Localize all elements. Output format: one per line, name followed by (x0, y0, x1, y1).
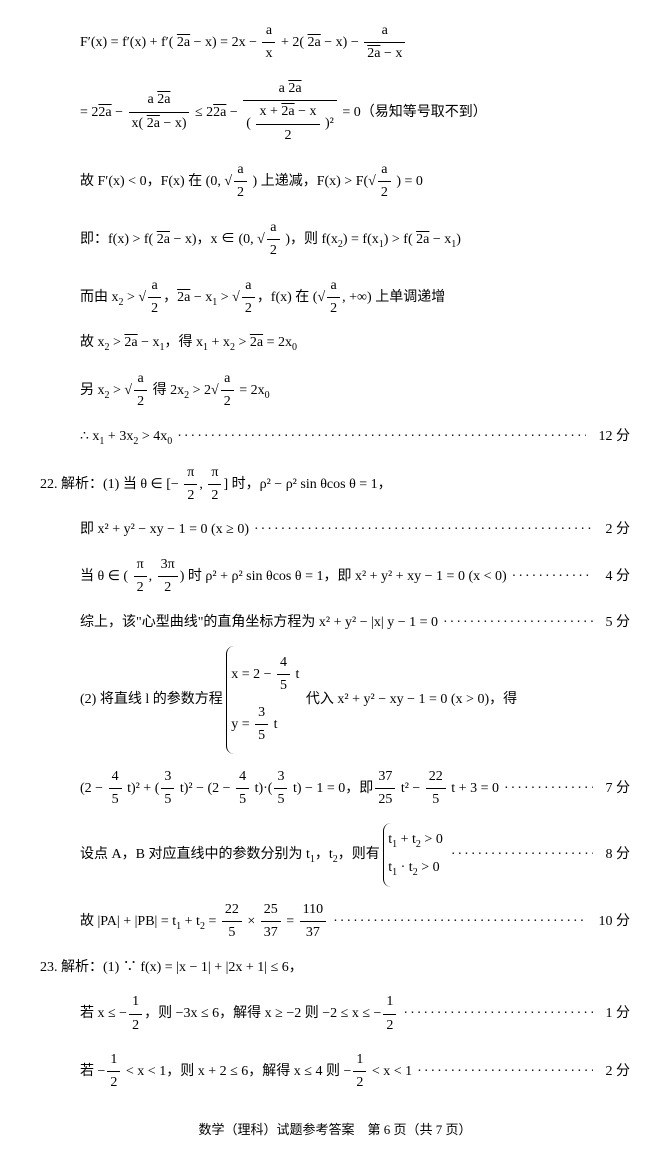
score-10: 10 分 (599, 911, 631, 933)
text: 故 x2 > 2a − x1，得 x1 + x2 > 2a = 2x0 (80, 335, 297, 350)
text: 若 x ≤ −12，则 −3x ≤ 6，解得 x ≥ −2 则 −2 ≤ x ≤… (80, 991, 398, 1037)
eq-line-16: 若 x ≤ −12，则 −3x ≤ 6，解得 x ≥ −2 则 −2 ≤ x ≤… (40, 991, 630, 1037)
eq-line-14: 设点 A，B 对应直线中的参数分别为 t1，t2，则有 t1 + t2 > 0 … (40, 823, 630, 887)
question-23-header: 23. 解析：(1) ∵ f(x) = |x − 1| + |2x + 1| ≤… (40, 957, 630, 979)
brace-row-1: t1 + t2 > 0 (388, 827, 443, 855)
eq-line-3: 故 F′(x) < 0，F(x) 在 (0, √a2 ) 上递减，F(x) > … (40, 159, 630, 205)
score-5: 5 分 (606, 612, 631, 634)
eq-line-7: 另 x2 > √a2 得 2x2 > 2√a2 = 2x0 (40, 368, 630, 414)
eq-line-11: 综上，该"心型曲线"的直角坐标方程为 x² + y² − |x| y − 1 =… (40, 612, 630, 634)
text: 另 x2 > √a2 得 2x2 > 2√a2 = 2x0 (80, 383, 270, 398)
text-c: 代入 x² + y² − xy − 1 = 0 (x > 0)，得 (306, 692, 517, 707)
dots: ········································… (417, 1061, 592, 1083)
text: ∴ x1 + 3x2 > 4x0 (80, 426, 172, 450)
dots: ········································… (403, 1003, 592, 1025)
eq-line-6: 故 x2 > 2a − x1，得 x1 + x2 > 2a = 2x0 (40, 332, 630, 356)
text: 综上，该"心型曲线"的直角坐标方程为 x² + y² − |x| y − 1 =… (80, 612, 438, 634)
eq-line-9: 即 x² + y² − xy − 1 = 0 (x ≥ 0) ·········… (40, 519, 630, 541)
text: 23. 解析：(1) ∵ f(x) = |x − 1| + |2x + 1| ≤… (40, 960, 303, 975)
score-4: 4 分 (606, 566, 631, 588)
dots: ········································… (451, 844, 593, 866)
eq-line-12: (2) 将直线 l 的参数方程 x = 2 − 45 t y = 35 t 代入… (40, 646, 630, 754)
text: 故 F′(x) < 0，F(x) 在 (0, √a2 ) 上递减，F(x) > … (80, 174, 423, 189)
eq-line-1: F′(x) = f′(x) + f′( 2a − x) = 2x − ax + … (40, 20, 630, 66)
question-22-header: 22. 解析：(1) 当 θ ∈ [− π2, π2] 时，ρ² − ρ² si… (40, 462, 630, 508)
text: 故 |PA| + |PB| = t1 + t2 = 225 × 2537 = 1… (80, 899, 328, 945)
eq-line-15: 故 |PA| + |PB| = t1 + t2 = 225 × 2537 = 1… (40, 899, 630, 945)
text: 即 x² + y² − xy − 1 = 0 (x ≥ 0) (80, 519, 249, 541)
page-footer: 数学（理科）试题参考答案 第 6 页（共 7 页） (40, 1120, 630, 1141)
eq-line-2: = 22a − a 2ax( 2a − x) ≤ 22a − a 2a( x +… (40, 78, 630, 147)
brace-icon: x = 2 − 45 t y = 35 t (226, 646, 299, 754)
text-a: (2) 将直线 l 的参数方程 (80, 692, 226, 707)
dots: ········································… (254, 519, 593, 541)
text: 若 −12 < x < 1，则 x + 2 ≤ 6，解得 x ≤ 4 则 −12… (80, 1049, 412, 1095)
dots: ········································… (512, 566, 593, 588)
dots: ········································… (504, 778, 593, 800)
eq-line-13: (2 − 45 t)² + (35 t)² − (2 − 45 t)·(35 t… (40, 766, 630, 812)
eq-line-17: 若 −12 < x < 1，则 x + 2 ≤ 6，解得 x ≤ 4 则 −12… (40, 1049, 630, 1095)
brace-row-2: y = 35 t (231, 700, 299, 750)
eq-line-8: ∴ x1 + 3x2 > 4x0 ·······················… (40, 426, 630, 450)
text: F′(x) = f′(x) + f′( 2a − x) = 2x − ax + … (80, 35, 407, 50)
text: = 22a − a 2ax( 2a − x) ≤ 22a − a 2a( x +… (80, 105, 487, 120)
brace-row-1: x = 2 − 45 t (231, 650, 299, 700)
score-2b: 2 分 (606, 1061, 631, 1083)
text: 当 θ ∈ ( π2, 3π2) 时 ρ² + ρ² sin θcos θ = … (80, 554, 507, 600)
eq-line-5: 而由 x2 > √a2，2a − x1 > √a2，f(x) 在 (√a2, +… (40, 275, 630, 321)
score-8: 8 分 (606, 844, 631, 866)
eq-line-10: 当 θ ∈ ( π2, 3π2) 时 ρ² + ρ² sin θcos θ = … (40, 554, 630, 600)
eq-line-4: 即：f(x) > f( 2a − x)，x ∈ (0, √a2 )，则 f(x2… (40, 217, 630, 263)
score-2: 2 分 (606, 519, 631, 541)
text: 而由 x2 > √a2，2a − x1 > √a2，f(x) 在 (√a2, +… (80, 290, 445, 305)
score-1: 1 分 (606, 1003, 631, 1025)
text-a: 设点 A，B 对应直线中的参数分别为 t1，t2，则有 t1 + t2 > 0 … (80, 823, 446, 887)
score-12: 12 分 (599, 426, 631, 448)
text: (2 − 45 t)² + (35 t)² − (2 − 45 t)·(35 t… (80, 766, 499, 812)
score-7: 7 分 (606, 778, 631, 800)
text: 即：f(x) > f( 2a − x)，x ∈ (0, √a2 )，则 f(x2… (80, 232, 461, 247)
text: 22. 解析：(1) 当 θ ∈ [− π2, π2] 时，ρ² − ρ² si… (40, 477, 392, 492)
brace-icon: t1 + t2 > 0 t1 · t2 > 0 (383, 823, 443, 887)
brace-row-2: t1 · t2 > 0 (388, 855, 443, 883)
dots: ········································… (443, 612, 592, 634)
dots: ········································… (177, 426, 585, 448)
dots: ········································… (333, 911, 585, 933)
